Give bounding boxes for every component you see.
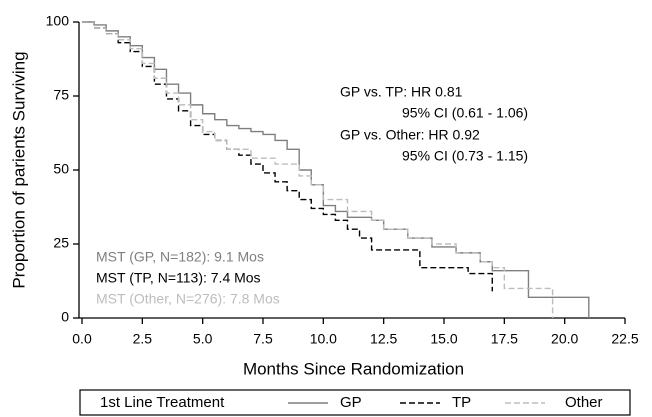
annotation: GP vs. TP: HR 0.81 (340, 84, 463, 100)
x-tick-label: 15.0 (430, 331, 457, 347)
x-tick-label: 22.5 (611, 331, 638, 347)
y-axis-label: Proportion of parients Surviving (9, 51, 28, 288)
annotation: MST (Other, N=276): 7.8 Mos (96, 291, 280, 307)
y-tick-label: 0 (61, 309, 69, 325)
y-tick-label: 75 (53, 87, 69, 103)
annotation: MST (TP, N=113): 7.4 Mos (96, 270, 261, 286)
legend-label: GP (340, 394, 362, 411)
x-tick-label: 5.0 (193, 331, 213, 347)
legend-box (79, 389, 631, 416)
legend-label: TP (452, 394, 471, 411)
annotation: GP vs. Other: HR 0.92 (340, 127, 480, 143)
y-tick-label: 50 (53, 161, 69, 177)
y-tick-label: 25 (53, 235, 69, 251)
annotation: 95% CI (0.73 - 1.15) (402, 148, 528, 164)
legend-label: Other (565, 394, 603, 411)
x-tick-label: 2.5 (133, 331, 153, 347)
x-tick-label: 7.5 (253, 331, 273, 347)
x-axis-label: Months Since Randomization (243, 359, 464, 378)
x-tick-label: 17.5 (491, 331, 518, 347)
x-tick-label: 0.0 (72, 331, 92, 347)
legend-title: 1st Line Treatment (100, 394, 225, 411)
x-tick-label: 10.0 (310, 331, 337, 347)
annotation: MST (GP, N=182): 9.1 Mos (96, 249, 264, 265)
x-tick-label: 12.5 (370, 331, 397, 347)
annotation: 95% CI (0.61 - 1.06) (402, 105, 528, 121)
y-tick-label: 100 (46, 13, 70, 29)
survival-curve (82, 21, 554, 318)
x-tick-label: 20.0 (551, 331, 578, 347)
